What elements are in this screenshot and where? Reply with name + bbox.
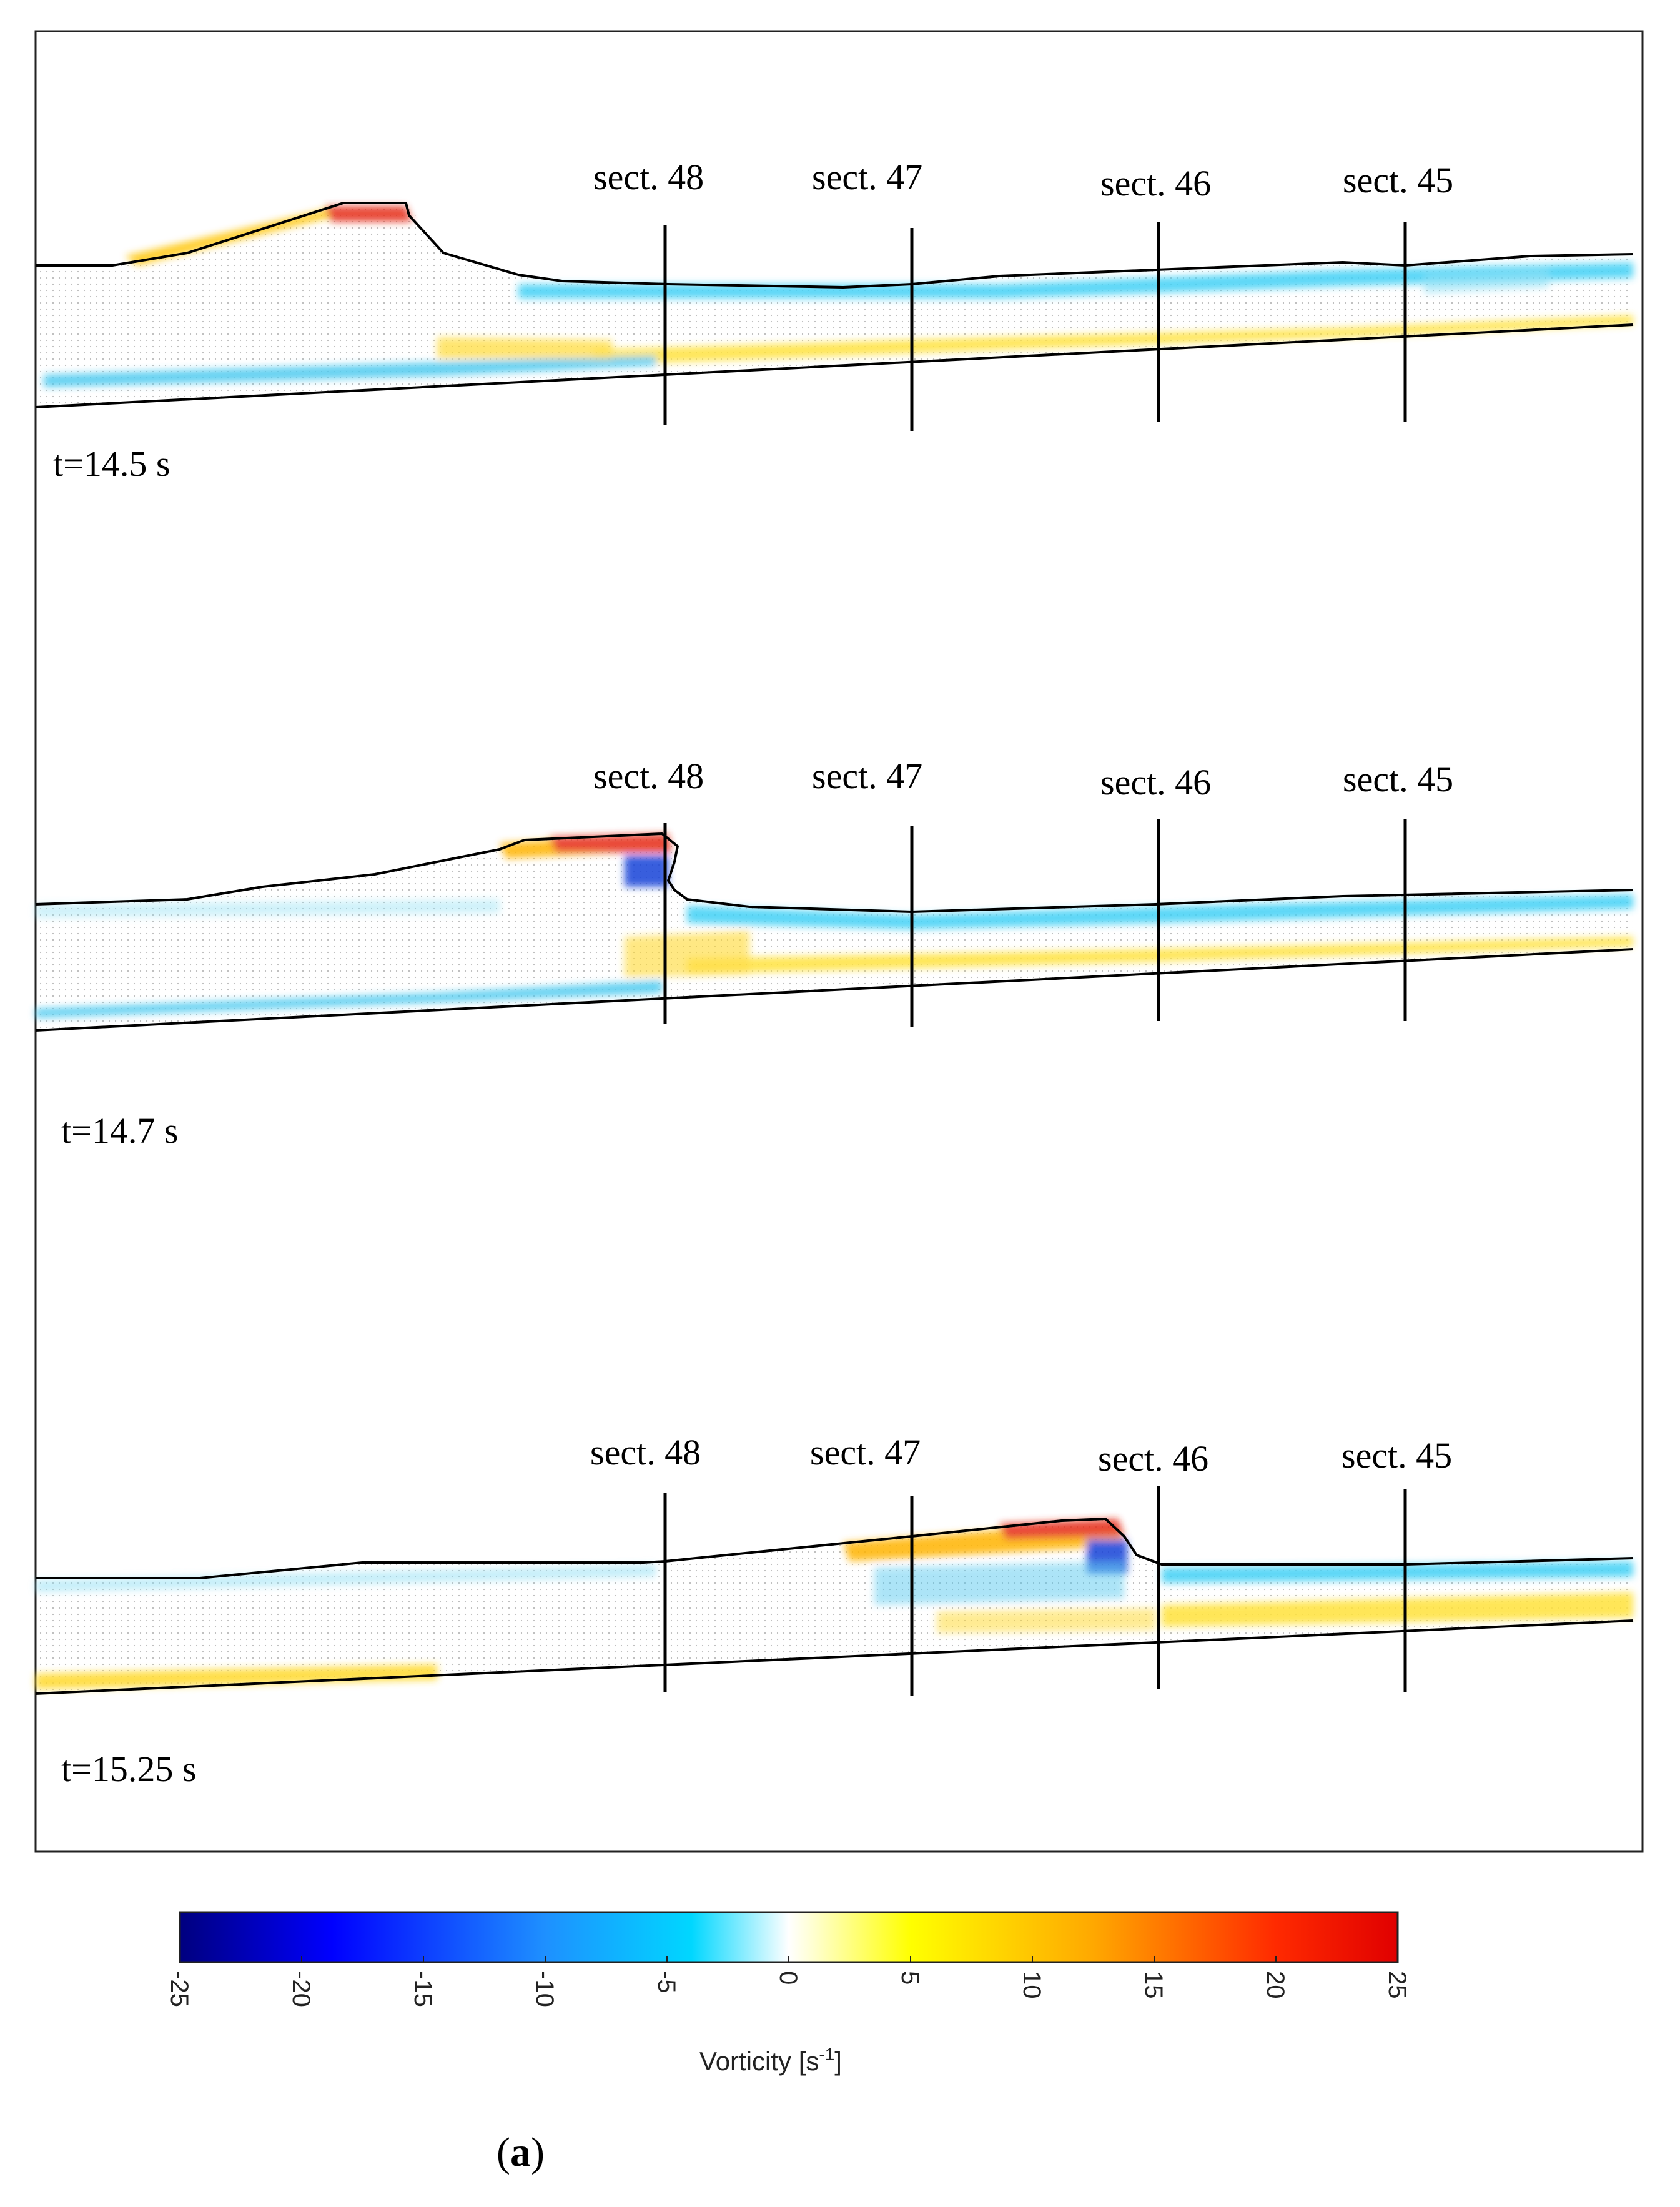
channel-bed: [35, 948, 1634, 1032]
panel-t15-25: sect. 48 sect. 47 sect. 46 sect. 45 t=15…: [35, 1432, 1634, 1789]
section-label-47: sect. 47: [812, 756, 922, 796]
time-label: t=14.7 s: [61, 1110, 178, 1151]
section-label-46: sect. 46: [1100, 762, 1211, 802]
colorbar-tick-label: 5: [896, 1971, 924, 1985]
vorticity-field: [44, 206, 1633, 387]
section-label-45: sect. 45: [1343, 160, 1453, 200]
colorbar-gradient: [179, 1911, 1399, 1963]
section-label-45: sect. 45: [1343, 759, 1453, 799]
colorbar-ticks: -25 -20 -15 -10 -5 0 5 10 15 20 25: [166, 1956, 1411, 2007]
colorbar-tick-label: -10: [531, 1971, 558, 2007]
section-label-48: sect. 48: [593, 157, 704, 197]
section-label-48: sect. 48: [593, 756, 704, 796]
section-label-47: sect. 47: [812, 157, 922, 197]
colorbar-tick-label: 15: [1140, 1971, 1167, 1999]
section-label-47: sect. 47: [810, 1432, 921, 1473]
free-surface: [36, 202, 1634, 289]
vorticity-field: [36, 1519, 1633, 1689]
time-label: t=14.5 s: [53, 443, 170, 484]
section-label-45: sect. 45: [1342, 1435, 1452, 1476]
vorticity-field: [36, 834, 1633, 1018]
colorbar-tick-label: 10: [1018, 1971, 1045, 1999]
panel-t14-5: sect. 48 sect. 47 sect. 46 sect. 45 t=14…: [35, 157, 1634, 484]
channel-bed: [35, 323, 1634, 408]
colorbar-title: Vorticity [s-1]: [699, 2045, 842, 2076]
time-label: t=15.25 s: [61, 1749, 196, 1789]
water-body: [36, 834, 1633, 1030]
colorbar-tick-label: 0: [774, 1971, 802, 1985]
free-surface: [35, 832, 1634, 913]
panel-tag: (a): [497, 2130, 545, 2175]
colorbar-tick-label: -25: [166, 1971, 193, 2007]
panel-t14-7: sect. 48 sect. 47 sect. 46 sect. 45 t=14…: [35, 756, 1634, 1151]
colorbar-tick-label: 25: [1383, 1971, 1411, 1999]
section-label-46: sect. 46: [1098, 1438, 1208, 1479]
section-label-46: sect. 46: [1100, 163, 1211, 204]
colorbar-tick-label: 20: [1262, 1971, 1289, 1999]
channel-bed: [35, 1619, 1634, 1695]
colorbar-tick-label: -15: [409, 1971, 437, 2007]
colorbar-tick-label: -20: [287, 1971, 315, 2007]
section-label-48: sect. 48: [590, 1432, 701, 1473]
free-surface: [36, 1518, 1634, 1579]
water-body: [36, 203, 1633, 407]
colorbar-tick-label: -5: [653, 1971, 680, 1993]
colorbar: -25 -20 -15 -10 -5 0 5 10 15 20 25 Vorticity [s-1]: [166, 1911, 1411, 2076]
